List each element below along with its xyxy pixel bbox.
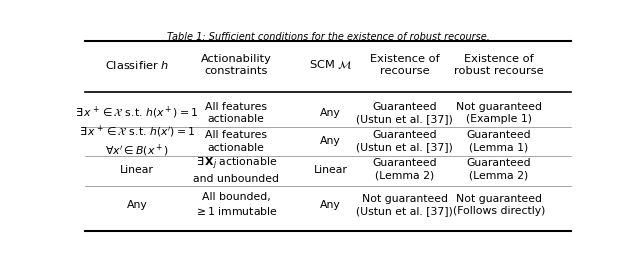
Text: $\exists\, x^+ \in \mathcal{X}$ s.t. $h(x^+) = 1$: $\exists\, x^+ \in \mathcal{X}$ s.t. $h(… bbox=[76, 105, 199, 121]
Text: Classifier $h$: Classifier $h$ bbox=[105, 59, 169, 71]
Text: Not guaranteed
(Example 1): Not guaranteed (Example 1) bbox=[456, 102, 542, 124]
Text: $\exists\, \mathbf{X}_j$ actionable
and unbounded: $\exists\, \mathbf{X}_j$ actionable and … bbox=[193, 155, 279, 184]
Text: $\exists\, x^+ \in \mathcal{X}$ s.t. $h(x') = 1$
$\forall x' \in B(x^+)$: $\exists\, x^+ \in \mathcal{X}$ s.t. $h(… bbox=[79, 123, 195, 160]
Text: Guaranteed
(Ustun et al. [37]): Guaranteed (Ustun et al. [37]) bbox=[356, 130, 453, 152]
Text: Not guaranteed
(Follows directly): Not guaranteed (Follows directly) bbox=[453, 194, 545, 216]
Text: Guaranteed
(Lemma 1): Guaranteed (Lemma 1) bbox=[467, 130, 531, 152]
Text: All features
actionable: All features actionable bbox=[205, 130, 268, 152]
Text: Existence of
robust recourse: Existence of robust recourse bbox=[454, 54, 544, 75]
Text: Actionability
constraints: Actionability constraints bbox=[201, 54, 271, 75]
Text: Any: Any bbox=[320, 108, 341, 118]
Text: Linear: Linear bbox=[314, 165, 348, 175]
Text: All bounded,
$\geq 1$ immutable: All bounded, $\geq 1$ immutable bbox=[195, 192, 278, 217]
Text: Existence of
recourse: Existence of recourse bbox=[370, 54, 440, 75]
Text: Guaranteed
(Lemma 2): Guaranteed (Lemma 2) bbox=[372, 159, 437, 181]
Text: Linear: Linear bbox=[120, 165, 154, 175]
Text: Any: Any bbox=[320, 200, 341, 210]
Text: Not guaranteed
(Ustun et al. [37]): Not guaranteed (Ustun et al. [37]) bbox=[356, 194, 453, 216]
Text: SCM $\mathcal{M}$: SCM $\mathcal{M}$ bbox=[308, 58, 352, 71]
Text: Guaranteed
(Lemma 2): Guaranteed (Lemma 2) bbox=[467, 159, 531, 181]
Text: All features
actionable: All features actionable bbox=[205, 102, 268, 124]
Text: Table 1: Sufficient conditions for the existence of robust recourse.: Table 1: Sufficient conditions for the e… bbox=[166, 32, 490, 42]
Text: Any: Any bbox=[127, 200, 147, 210]
Text: Any: Any bbox=[320, 137, 341, 146]
Text: Guaranteed
(Ustun et al. [37]): Guaranteed (Ustun et al. [37]) bbox=[356, 102, 453, 124]
